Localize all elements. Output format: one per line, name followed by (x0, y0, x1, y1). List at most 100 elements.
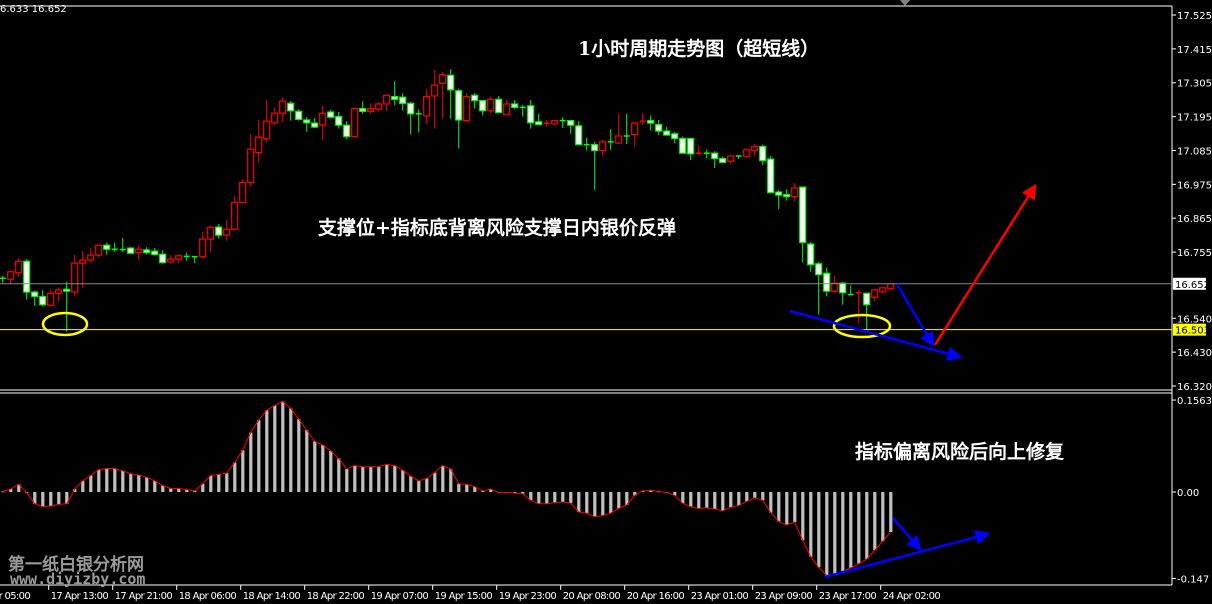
candle-body (727, 155, 735, 162)
candle (615, 113, 623, 145)
support-circle-left[interactable] (41, 311, 89, 337)
macd-bar (409, 476, 413, 492)
macd-bar (689, 492, 693, 507)
candle (199, 231, 207, 259)
candle-body (247, 148, 255, 184)
candle (375, 101, 383, 112)
candle (143, 247, 151, 255)
candle (551, 120, 559, 126)
watermark-url: www.diyizby.com (10, 570, 146, 588)
macd-bar (73, 489, 77, 492)
candle (255, 119, 263, 164)
candle (599, 140, 607, 157)
candle (391, 81, 399, 106)
candle-body (343, 124, 351, 138)
candle (423, 89, 431, 125)
price-tick-label: 16.430 (1177, 348, 1212, 359)
candle-body (575, 125, 583, 146)
candle (95, 244, 103, 258)
candle-body (887, 283, 895, 290)
macd-bar (521, 492, 525, 494)
candle (623, 113, 630, 145)
candle (743, 148, 751, 158)
macd-bar (217, 474, 221, 492)
candle-body (471, 94, 479, 102)
candle (703, 149, 710, 159)
candle-body (479, 99, 487, 112)
candle-body (535, 121, 543, 126)
macd-bar (257, 420, 261, 492)
candle (663, 127, 671, 136)
candle-body (39, 295, 47, 306)
horizontal-lines[interactable] (0, 283, 1172, 331)
price-lows-trend-arrow[interactable] (789, 309, 963, 361)
candle (383, 94, 391, 111)
macd-bar (817, 492, 821, 568)
candle-body (487, 98, 495, 112)
candle (119, 237, 126, 253)
macd-bar (97, 469, 101, 492)
shift-marker-icon[interactable] (900, 0, 910, 6)
candle (359, 101, 367, 114)
candle (63, 281, 71, 332)
candle-body (223, 228, 231, 236)
time-tick-label: 23 Apr 09:00 (755, 591, 813, 602)
candle (447, 69, 455, 119)
macd-bar (793, 492, 797, 522)
macd-bar (289, 408, 293, 492)
macd-bar (729, 492, 733, 508)
candle (879, 286, 887, 294)
macd-bar (401, 470, 405, 492)
macd-bar (233, 462, 237, 492)
current-price-label: 16.652 (1175, 280, 1210, 291)
candle (287, 101, 295, 121)
candle-body (95, 244, 103, 256)
candle (31, 290, 39, 306)
candle-body (751, 145, 759, 152)
pullback-arrow[interactable] (895, 283, 935, 348)
candle (303, 117, 311, 132)
candle-body (135, 248, 143, 254)
candle-body (23, 260, 31, 293)
candle-body (511, 103, 519, 108)
candle-body (279, 100, 287, 114)
support-circle-right[interactable] (832, 313, 892, 339)
macd-bar (681, 492, 685, 504)
macd-bar (697, 492, 701, 509)
candle (711, 151, 719, 169)
candle (503, 99, 511, 116)
candle-body (295, 110, 303, 120)
macd-bar (137, 474, 141, 492)
candle-body (567, 120, 575, 126)
candle (727, 155, 735, 165)
candle (463, 93, 471, 122)
macd-bar (193, 490, 197, 492)
time-tick-label: 24 Apr 02:00 (883, 591, 941, 602)
macd-divergence-arrow[interactable] (824, 529, 991, 579)
candle-body (311, 122, 319, 128)
candle (15, 257, 23, 277)
macd-bar (177, 488, 181, 492)
candle (767, 156, 775, 194)
candle-body (863, 292, 871, 306)
macd-bar (473, 486, 477, 492)
candle-body (55, 289, 63, 294)
macd-bar (705, 492, 709, 508)
support-price-tag (1173, 323, 1206, 336)
candle (511, 99, 519, 110)
candle-body (271, 112, 279, 124)
candle-body (495, 98, 503, 114)
rebound-target-arrow[interactable] (933, 183, 1037, 346)
candle (567, 120, 575, 134)
analysis-drawings[interactable] (41, 183, 1037, 579)
watermark-name: 第一纸白银分析网 (8, 555, 144, 575)
candle (487, 96, 495, 114)
macd-pullback-arrow[interactable] (892, 517, 922, 551)
candle (535, 113, 543, 126)
time-tick-label: 17 Apr 21:00 (115, 591, 173, 602)
candle-body (687, 137, 695, 155)
macd-bar (337, 458, 341, 492)
price-tick-label: 17.195 (1177, 113, 1212, 124)
macd-bar (545, 492, 549, 504)
